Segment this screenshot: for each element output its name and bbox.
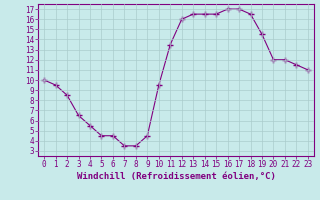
X-axis label: Windchill (Refroidissement éolien,°C): Windchill (Refroidissement éolien,°C) (76, 172, 276, 181)
